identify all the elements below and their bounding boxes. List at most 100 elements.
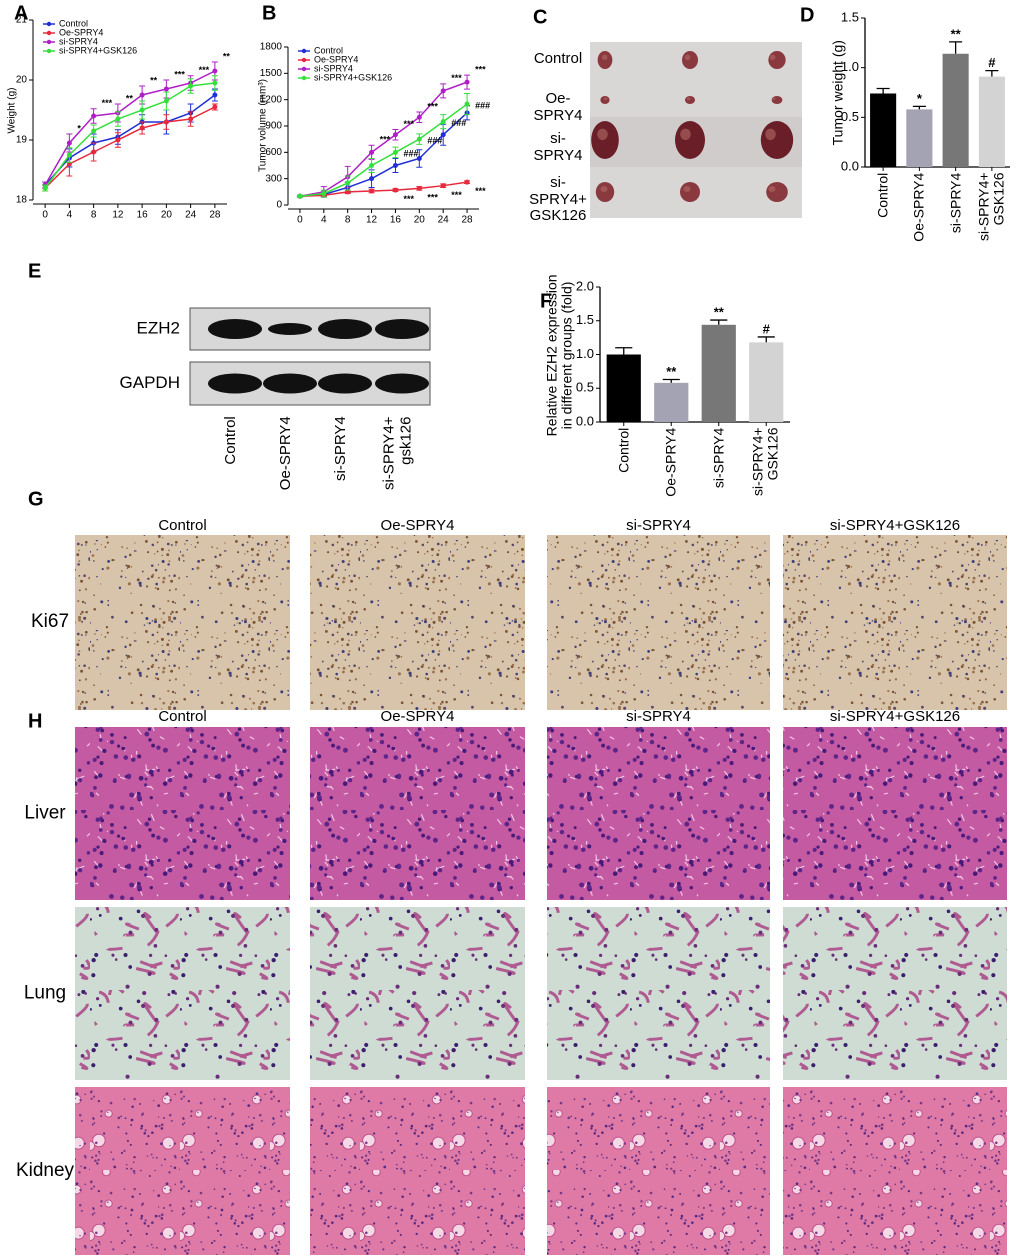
x-tick-label: Oe-SPRY4	[910, 172, 927, 242]
significance-mark: ***	[403, 194, 414, 204]
point	[464, 179, 470, 185]
point	[139, 92, 145, 98]
lane-label: Oe-SPRY4	[276, 415, 294, 490]
series-line	[299, 103, 468, 197]
blot-band	[268, 323, 312, 335]
point	[392, 132, 398, 138]
point	[91, 128, 97, 134]
x-tick-label: 24	[185, 210, 197, 221]
legend-marker	[46, 21, 52, 27]
point	[212, 80, 218, 86]
x-tick-label: si-SPRY4	[946, 172, 963, 233]
significance-mark: *	[917, 91, 923, 106]
column-header: Oe-SPRY4	[381, 708, 455, 725]
y-tick-label: 900	[265, 121, 282, 132]
he-image	[547, 1087, 770, 1255]
tumor	[600, 96, 610, 104]
significance-mark: ###	[451, 118, 466, 128]
point	[440, 119, 446, 125]
x-tick-label: 20	[161, 210, 173, 221]
tumor-highlight	[771, 97, 776, 101]
blot-band	[375, 373, 429, 394]
significance-mark: ***	[427, 192, 438, 202]
point	[440, 183, 446, 189]
legend-marker	[46, 48, 52, 54]
panel-label: F	[540, 290, 552, 312]
legend-label: Oe-SPRY4	[314, 54, 358, 64]
legend-marker	[46, 39, 52, 45]
significance-mark: ***	[174, 69, 185, 79]
y-tick-label: 0.5	[841, 109, 859, 124]
point	[392, 187, 398, 193]
point	[392, 163, 398, 168]
ihc-image	[75, 535, 290, 710]
tumor-highlight	[765, 128, 776, 140]
column-header: si-SPRY4	[626, 517, 691, 534]
significance-mark: ***	[427, 101, 438, 111]
error-bar	[876, 87, 890, 94]
point	[66, 152, 72, 158]
legend-label: si-SPRY4	[59, 36, 98, 46]
y-axis-title: Tumor volume (mm³)	[257, 78, 269, 172]
tumor	[597, 51, 613, 69]
y-tick-label: 19	[16, 135, 28, 146]
point	[416, 185, 422, 191]
y-tick-label: 0.5	[576, 380, 594, 395]
bar	[978, 76, 1005, 167]
error-bar	[912, 105, 926, 110]
y-tick-label: 21	[16, 15, 28, 26]
bar	[942, 53, 969, 168]
tumor-highlight	[597, 128, 608, 140]
row-label: si-SPRY4+ GSK126	[529, 174, 587, 224]
y-tick-label: 20	[16, 75, 28, 86]
ihc-image	[547, 535, 770, 710]
blot-band	[263, 373, 317, 394]
y-tick-label: 1.0	[576, 346, 594, 361]
panel-label: B	[262, 2, 276, 24]
tumor	[685, 96, 695, 104]
row-label: Oe-SPRY4	[533, 90, 583, 124]
row-label: Control	[533, 50, 583, 67]
panel-label: E	[28, 260, 41, 282]
x-tick-label: 28	[462, 215, 474, 226]
series-line	[299, 81, 468, 197]
lane-label: si-SPRY4+ gsk126	[380, 416, 415, 490]
point	[464, 101, 470, 107]
protein-label: GAPDH	[120, 373, 180, 392]
y-tick-label: 1200	[260, 94, 283, 105]
tumor-highlight	[601, 54, 608, 60]
point	[188, 116, 194, 122]
he-image	[547, 907, 770, 1080]
point	[42, 185, 48, 191]
legend-marker	[301, 66, 307, 72]
ihc-image	[783, 535, 1007, 710]
series-line	[44, 106, 216, 189]
y-tick-label: 300	[265, 173, 282, 184]
bar	[701, 324, 736, 422]
significance-mark: **	[951, 26, 962, 41]
y-tick-label: 1800	[260, 42, 283, 53]
tumor	[682, 51, 698, 69]
panel-label: D	[800, 4, 814, 26]
error-bar	[985, 69, 999, 77]
legend-marker	[301, 75, 307, 81]
x-tick-label: si-SPRY4+ GSK126	[749, 426, 782, 496]
significance-mark: ###	[403, 149, 418, 159]
y-tick-label: 600	[265, 147, 282, 158]
series-line	[44, 70, 216, 186]
row-label: Liver	[24, 803, 66, 824]
he-image	[310, 907, 525, 1080]
he-image	[310, 727, 525, 900]
row-label: Ki67	[31, 611, 69, 632]
protein-label: EZH2	[137, 318, 180, 337]
point	[212, 104, 218, 110]
blot-band	[375, 319, 429, 339]
tumor-highlight	[603, 97, 608, 101]
point	[416, 155, 422, 161]
significance-mark: #	[988, 55, 996, 70]
x-tick-label: 0	[297, 215, 303, 226]
legend-label: si-SPRY4+GSK126	[59, 45, 137, 55]
series-line	[299, 112, 468, 197]
